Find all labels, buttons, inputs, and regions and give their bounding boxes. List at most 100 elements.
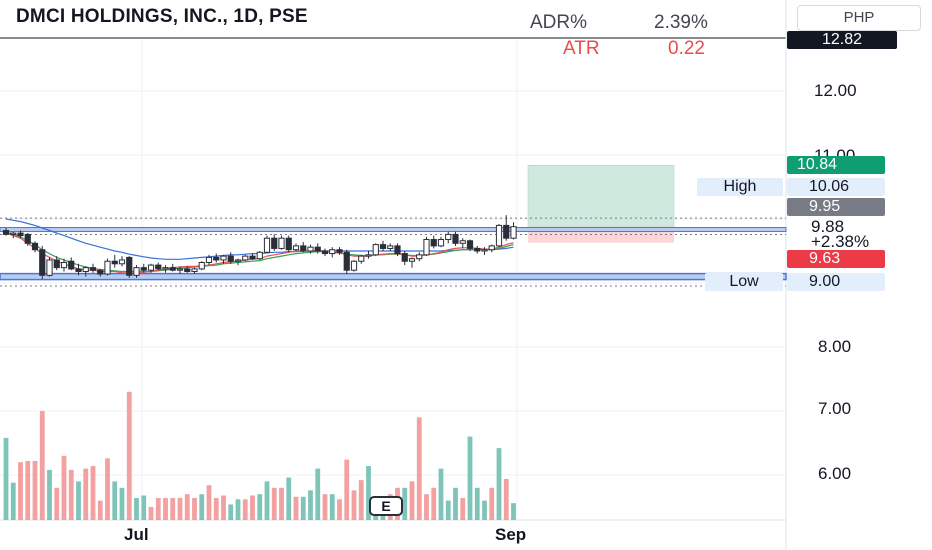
candle-body (39, 249, 46, 276)
volume-bar (431, 487, 437, 520)
candle-body (24, 233, 31, 244)
price-tick-12: 12.00 (814, 81, 857, 100)
volume-bar (300, 496, 306, 520)
volume-bar (337, 499, 342, 520)
current-price-badge: 9.95 (787, 198, 885, 216)
candle-body (75, 268, 82, 272)
candle-body (394, 245, 401, 255)
volume-bar (83, 468, 89, 520)
candle-body (278, 237, 285, 249)
low-value: 9.00 (787, 273, 885, 291)
volume-bar (293, 496, 299, 520)
candle-body (314, 246, 321, 252)
volume-bar (503, 478, 509, 520)
currency-button[interactable]: PHP (797, 5, 921, 31)
high-value: 10.06 (787, 178, 885, 196)
candle-body (474, 247, 481, 252)
candle-body (408, 258, 416, 262)
volume-bar (460, 498, 466, 520)
candle-body (423, 238, 430, 256)
volume-bar (25, 460, 31, 520)
candle-body (2, 230, 10, 235)
candle-body (256, 251, 263, 260)
candle-body (118, 259, 126, 265)
volume-bar (467, 436, 473, 520)
candle-body (249, 255, 256, 260)
candlesticks (2, 215, 517, 280)
price-tick-7: 7.00 (818, 399, 852, 418)
candle-body (31, 242, 39, 251)
volume-bar (32, 460, 38, 520)
last-close-label: 9.88 (811, 217, 845, 236)
candle-body (452, 233, 459, 244)
volume-bar (76, 481, 81, 520)
volume-bar (409, 481, 415, 520)
top-price-badge: 12.82 (787, 31, 897, 49)
candle-body (68, 260, 75, 270)
candle-body (292, 245, 300, 251)
volume-bar (18, 462, 23, 520)
volume-bar (489, 487, 495, 520)
volume-bar (97, 500, 103, 520)
volume-bar (416, 417, 422, 520)
candle-body (104, 260, 111, 275)
support-band (0, 272, 787, 281)
candle-body (205, 256, 213, 264)
volume-bar (177, 498, 183, 520)
volume-bar (482, 500, 487, 520)
volume-bar (250, 495, 255, 520)
candle-body (234, 259, 242, 262)
candle-body (466, 240, 474, 249)
candle-body (53, 259, 60, 269)
candle-body (358, 255, 365, 262)
atr-label: ATR (563, 38, 600, 59)
candle-body (60, 262, 68, 269)
candle-body (321, 250, 329, 255)
volume-bar (402, 487, 408, 520)
volume-bar (424, 494, 429, 520)
candle-body (242, 255, 249, 261)
candle-body (198, 262, 205, 270)
candle-body (336, 249, 343, 253)
candle-body (133, 267, 140, 276)
volume-bar (148, 507, 154, 520)
range-bands (0, 217, 787, 287)
candle-body (343, 251, 350, 271)
candle-body (10, 232, 17, 235)
candle-body (46, 259, 53, 276)
price-tick-8: 8.00 (818, 337, 852, 356)
volume-bar (322, 494, 328, 520)
adr-label: ADR% (530, 12, 588, 33)
volume-bar (54, 487, 60, 520)
candle-body (307, 246, 314, 252)
volume-bar (308, 490, 313, 520)
earnings-event-marker[interactable]: E (369, 496, 403, 516)
volume-bar (438, 468, 444, 520)
resistance-band (0, 227, 787, 233)
candle-body (220, 255, 227, 261)
volume-bar (496, 448, 502, 520)
volume-bar (170, 498, 176, 520)
volume-bar (242, 499, 248, 520)
volume-bar (141, 495, 147, 520)
candle-body (271, 237, 278, 249)
candle-body (387, 245, 394, 249)
candle-body (176, 268, 184, 271)
volume-bar (90, 466, 96, 520)
volume-bar (315, 468, 321, 520)
x-tick-jul: Jul (124, 525, 149, 544)
low-label: Low (705, 273, 783, 291)
volume-bar (47, 469, 52, 520)
candle-body (379, 244, 387, 249)
volume-bar (445, 500, 451, 520)
candle-body (437, 238, 445, 247)
candle-body (97, 269, 104, 275)
target-price-badge: 10.84 (787, 156, 885, 174)
stop-price-badge: 9.63 (787, 250, 885, 268)
volume-bar (68, 469, 74, 520)
candle-body (111, 260, 118, 265)
candle-body (155, 264, 162, 270)
volume-bar (474, 487, 480, 520)
volume-bar (344, 459, 350, 520)
